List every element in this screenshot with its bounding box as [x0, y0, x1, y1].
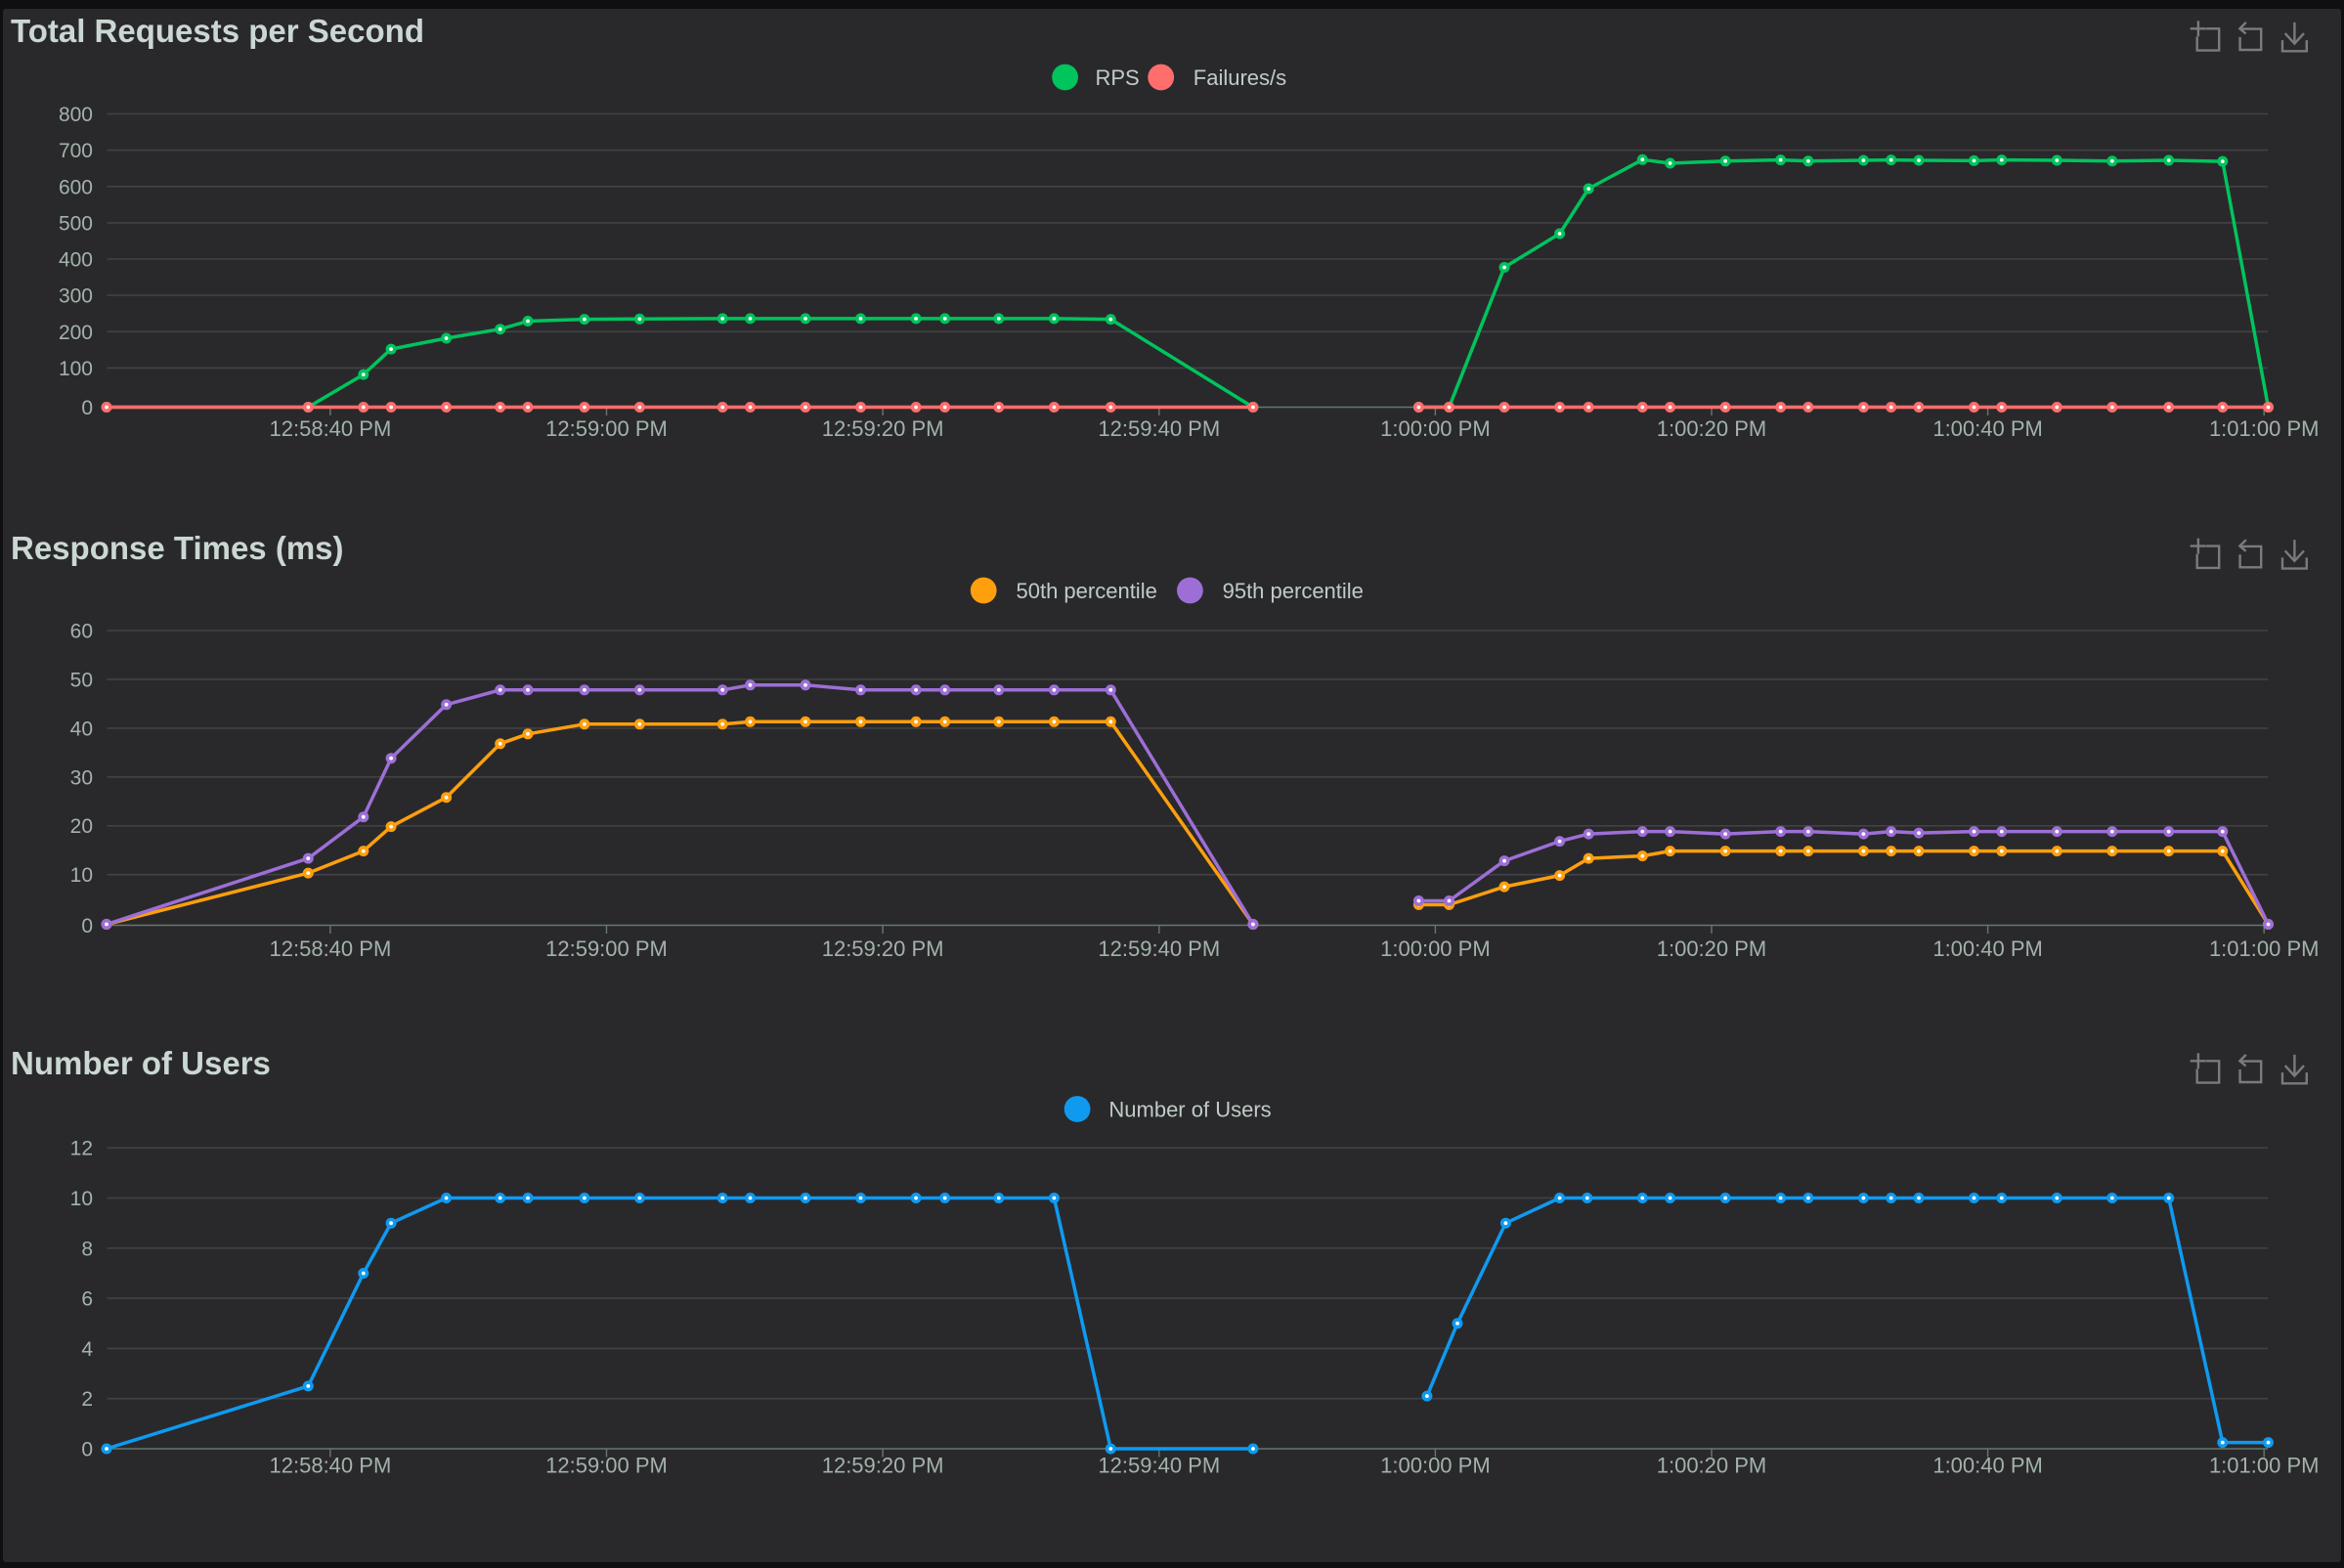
svg-text:50th percentile: 50th percentile — [1017, 579, 1157, 603]
svg-text:100: 100 — [59, 358, 93, 380]
svg-text:1:00:00 PM: 1:00:00 PM — [1380, 416, 1491, 441]
svg-text:10: 10 — [70, 864, 93, 887]
svg-text:0: 0 — [81, 1439, 93, 1461]
svg-text:12:58:40 PM: 12:58:40 PM — [270, 416, 392, 441]
svg-text:Number of Users: Number of Users — [1108, 1098, 1271, 1122]
svg-text:60: 60 — [70, 621, 93, 643]
svg-text:1:00:20 PM: 1:00:20 PM — [1657, 1454, 1767, 1478]
svg-text:300: 300 — [59, 285, 93, 308]
svg-text:500: 500 — [59, 212, 93, 235]
svg-text:12:59:00 PM: 12:59:00 PM — [545, 416, 668, 441]
svg-text:30: 30 — [70, 766, 93, 789]
svg-text:8: 8 — [81, 1238, 93, 1260]
svg-text:RPS: RPS — [1096, 65, 1140, 90]
svg-text:400: 400 — [59, 249, 93, 272]
svg-text:1:00:00 PM: 1:00:00 PM — [1380, 936, 1491, 961]
svg-text:12:59:20 PM: 12:59:20 PM — [822, 1454, 944, 1478]
svg-text:Failures/s: Failures/s — [1194, 65, 1286, 90]
svg-text:800: 800 — [59, 104, 93, 126]
svg-text:4: 4 — [81, 1338, 93, 1361]
svg-text:95th percentile: 95th percentile — [1223, 579, 1364, 603]
svg-text:600: 600 — [59, 176, 93, 198]
svg-text:12: 12 — [70, 1138, 93, 1160]
svg-text:6: 6 — [81, 1288, 93, 1311]
svg-text:12:59:00 PM: 12:59:00 PM — [545, 1454, 668, 1478]
svg-text:1:00:40 PM: 1:00:40 PM — [1932, 936, 2043, 961]
svg-text:1:00:40 PM: 1:00:40 PM — [1932, 1454, 2043, 1478]
svg-text:1:00:20 PM: 1:00:20 PM — [1657, 936, 1767, 961]
svg-text:12:59:40 PM: 12:59:40 PM — [1098, 416, 1220, 441]
svg-text:1:01:00 PM: 1:01:00 PM — [2209, 416, 2320, 441]
svg-text:12:58:40 PM: 12:58:40 PM — [270, 1454, 392, 1478]
svg-text:12:59:00 PM: 12:59:00 PM — [545, 936, 668, 961]
svg-text:20: 20 — [70, 815, 93, 838]
svg-text:0: 0 — [81, 397, 93, 419]
svg-text:1:01:00 PM: 1:01:00 PM — [2209, 1454, 2320, 1478]
svg-text:10: 10 — [70, 1188, 93, 1210]
svg-text:12:59:20 PM: 12:59:20 PM — [822, 416, 944, 441]
svg-text:200: 200 — [59, 322, 93, 344]
svg-text:12:58:40 PM: 12:58:40 PM — [270, 936, 392, 961]
svg-text:700: 700 — [59, 140, 93, 162]
svg-text:1:01:00 PM: 1:01:00 PM — [2209, 936, 2320, 961]
svg-text:1:00:20 PM: 1:00:20 PM — [1657, 416, 1767, 441]
svg-text:2: 2 — [81, 1388, 93, 1411]
svg-text:12:59:40 PM: 12:59:40 PM — [1098, 936, 1220, 961]
svg-text:12:59:40 PM: 12:59:40 PM — [1098, 1454, 1220, 1478]
svg-text:1:00:00 PM: 1:00:00 PM — [1380, 1454, 1491, 1478]
svg-text:40: 40 — [70, 718, 93, 740]
svg-text:12:59:20 PM: 12:59:20 PM — [822, 936, 944, 961]
svg-text:1:00:40 PM: 1:00:40 PM — [1932, 416, 2043, 441]
svg-text:50: 50 — [70, 669, 93, 691]
svg-text:0: 0 — [81, 915, 93, 937]
